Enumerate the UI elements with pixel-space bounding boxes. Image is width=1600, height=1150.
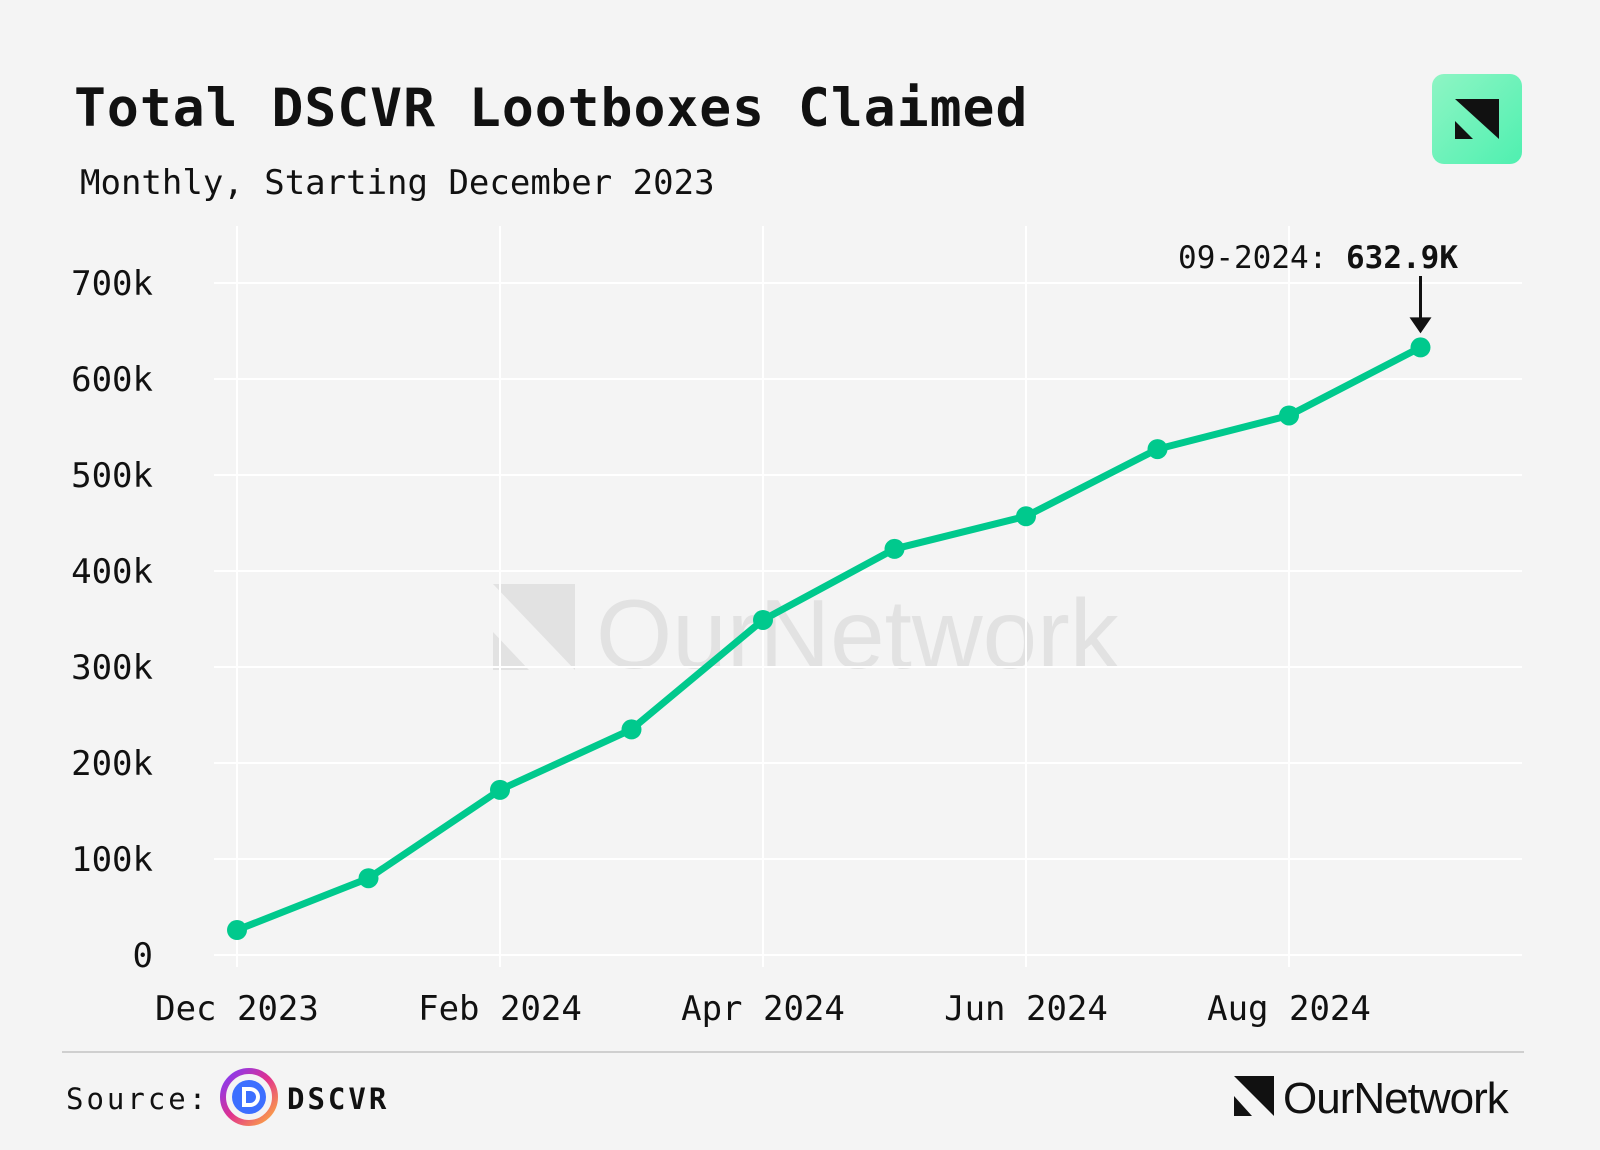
x-tick-label: Apr 2024 <box>681 989 845 1029</box>
chart-subtitle: Monthly, Starting December 2023 <box>80 163 715 203</box>
brand-name: OurNetwork <box>1283 1074 1509 1123</box>
data-point <box>227 920 247 941</box>
y-tick-label: 600k <box>71 360 153 400</box>
footer-divider <box>62 1051 1524 1053</box>
data-point <box>1147 439 1168 460</box>
source-name: DSCVR <box>287 1082 390 1116</box>
watermark-text: OurNetwork <box>596 579 1119 689</box>
data-point <box>753 609 773 630</box>
annotation-date: 09-2024: <box>1178 240 1346 276</box>
y-axis: 0 100k 200k 300k 400k 500k 600k 700k <box>71 264 153 976</box>
dscvr-logo-icon <box>220 1068 278 1130</box>
y-tick-label: 500k <box>71 456 153 496</box>
annotation-group: 09-2024: 632.9K <box>1178 240 1458 334</box>
chart-title: Total DSCVR Lootboxes Claimed <box>74 78 1029 139</box>
y-tick-label: 200k <box>71 744 153 784</box>
data-point <box>1410 337 1431 358</box>
x-tick-label: Aug 2024 <box>1207 989 1371 1029</box>
y-tick-label: 0 <box>133 936 153 976</box>
y-tick-label: 700k <box>71 264 153 304</box>
x-axis: Dec 2023 Feb 2024 Apr 2024 Jun 2024 Aug 2024 <box>155 989 1371 1029</box>
data-point <box>358 868 379 889</box>
y-tick-label: 300k <box>71 648 153 688</box>
x-tick-label: Jun 2024 <box>944 989 1108 1029</box>
data-point <box>884 538 905 559</box>
x-tick-label: Feb 2024 <box>418 989 582 1029</box>
data-point <box>490 779 510 800</box>
x-tick-label: Dec 2023 <box>155 989 319 1029</box>
series-line <box>233 343 1424 934</box>
series-line-group <box>227 337 1431 941</box>
grid-lines <box>214 226 1522 967</box>
data-point <box>621 719 642 740</box>
annotation-value: 632.9K <box>1346 240 1458 276</box>
ournetwork-footer-logo-icon <box>1234 1076 1274 1120</box>
source-label: Source: <box>66 1082 210 1116</box>
data-point <box>1016 506 1036 527</box>
data-point <box>1279 405 1299 426</box>
ournetwork-badge-icon <box>1432 74 1522 164</box>
watermark-logo-icon <box>493 584 575 674</box>
annotation-arrow-head <box>1409 317 1432 334</box>
y-tick-label: 100k <box>71 840 153 880</box>
y-tick-label: 400k <box>71 552 153 592</box>
annotation-label: 09-2024: 632.9K <box>1178 240 1458 276</box>
